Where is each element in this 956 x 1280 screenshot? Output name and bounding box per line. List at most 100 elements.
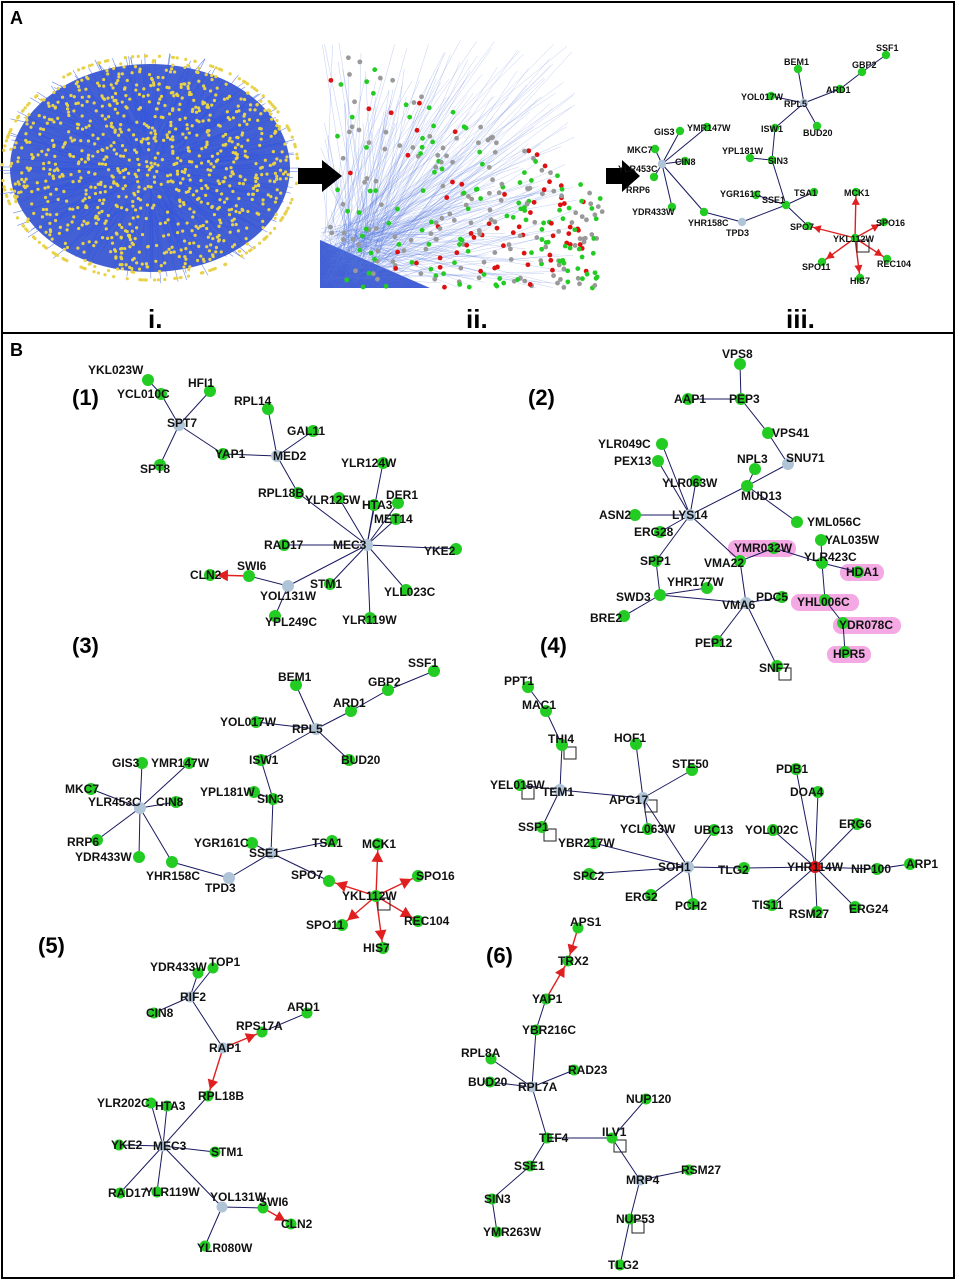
gene-node <box>737 217 747 227</box>
gene-node <box>310 723 322 735</box>
gene-label: RAD17 <box>108 1186 148 1200</box>
gene-node <box>292 487 304 499</box>
gene-node <box>734 555 746 567</box>
network-edge <box>119 1145 164 1194</box>
arrow-head-icon <box>399 906 412 918</box>
network-edge <box>771 159 787 206</box>
gene-node <box>161 1100 173 1112</box>
gene-node <box>803 221 813 231</box>
gene-label: TEF4 <box>539 1131 569 1145</box>
gene-label: SPO11 <box>802 262 831 272</box>
subnetwork-label-1: (1) <box>72 385 99 410</box>
network-edge <box>772 829 816 868</box>
network-edge <box>267 408 278 457</box>
gene-node <box>113 1139 125 1151</box>
node-box-icon <box>631 1220 645 1234</box>
gene-label: BRE2 <box>590 611 622 625</box>
gene-node <box>634 1174 646 1186</box>
network-edge <box>657 460 691 516</box>
gene-label: YLL023C <box>384 585 436 599</box>
gene-node <box>568 1064 580 1076</box>
gene-label: RRP6 <box>67 835 99 849</box>
gene-label: BEM1 <box>784 57 809 67</box>
network-edge <box>366 544 407 591</box>
network-edge <box>739 560 747 604</box>
gene-label: VMA6 <box>722 598 756 612</box>
network-edge <box>689 514 741 562</box>
network-edge <box>541 789 561 828</box>
network-edge <box>703 211 743 223</box>
gene-label: YAP1 <box>215 447 246 461</box>
gene-label: MED2 <box>273 449 307 463</box>
gene-label: YDR433W <box>75 850 132 864</box>
gene-node <box>250 716 262 728</box>
gene-label: ARD1 <box>333 696 366 710</box>
gene-node <box>572 922 584 934</box>
gene-node <box>412 870 424 882</box>
arrow-right-icon <box>298 160 342 192</box>
gene-node <box>91 834 103 846</box>
gene-node <box>642 823 654 835</box>
gene-node <box>799 98 809 108</box>
gene-node <box>136 757 148 769</box>
gene-node <box>686 764 698 776</box>
gene-label: YLR124W <box>341 456 397 470</box>
gene-node <box>400 584 412 596</box>
network-edge <box>635 743 644 799</box>
gene-node <box>699 207 709 217</box>
gene-label: PEP3 <box>729 392 760 406</box>
network-edge <box>209 574 250 577</box>
gene-node <box>157 1140 169 1152</box>
gene-label: ERG24 <box>849 902 889 916</box>
gene-node <box>882 254 892 264</box>
node-box-icon <box>563 746 577 760</box>
gene-label: YGR161C <box>194 836 249 850</box>
network-edge <box>745 602 778 667</box>
gene-node <box>278 539 290 551</box>
network-edge <box>687 866 745 869</box>
gene-node <box>690 475 702 487</box>
network-edge <box>767 432 789 465</box>
network-edge <box>248 575 289 587</box>
network-edge <box>803 102 818 127</box>
gene-label: YKL023W <box>88 363 144 377</box>
gene-node <box>166 856 178 868</box>
gene-label: REC104 <box>877 259 911 269</box>
gene-label: RAD23 <box>568 1063 608 1077</box>
gene-node <box>837 617 849 629</box>
gene-node <box>204 569 216 581</box>
gene-label: PEP12 <box>695 636 733 650</box>
arrow-head-icon <box>374 929 387 942</box>
gene-node <box>816 557 828 569</box>
gene-node <box>793 64 803 74</box>
network-edge <box>588 866 689 875</box>
network-edge <box>366 544 457 550</box>
gene-label: GAL11 <box>287 424 325 438</box>
gene-node <box>618 610 630 622</box>
network-edge <box>139 762 190 809</box>
gene-label: RPL8A <box>461 1046 501 1060</box>
gene-node <box>522 681 534 693</box>
network-edge <box>531 1029 537 1088</box>
gene-label: YLR119W <box>342 613 397 627</box>
gene-node <box>849 901 861 913</box>
subnetwork-2: VPS8 AAP1 PEP3 VPS41 SNU71 YLR049C PEX13 NPL3 YL… <box>590 347 901 681</box>
gene-label: YMR263W <box>483 1225 542 1239</box>
gene-label: APG17 <box>609 793 649 807</box>
network-edge <box>659 594 747 604</box>
network-edge <box>814 866 878 870</box>
network-edge <box>519 784 561 791</box>
gene-label: PCH2 <box>675 899 707 913</box>
gene-label: PEX13 <box>614 454 652 468</box>
gene-label: YDR078C <box>839 618 893 632</box>
gene-label: YML056C <box>807 515 861 529</box>
gene-node <box>562 955 574 967</box>
gene-node <box>682 393 694 405</box>
gene-node <box>540 993 552 1005</box>
gene-node <box>708 824 720 836</box>
gene-node <box>368 499 380 511</box>
gene-node <box>606 1132 618 1144</box>
network-edge <box>178 424 224 455</box>
gene-label: RSM27 <box>681 1163 721 1177</box>
